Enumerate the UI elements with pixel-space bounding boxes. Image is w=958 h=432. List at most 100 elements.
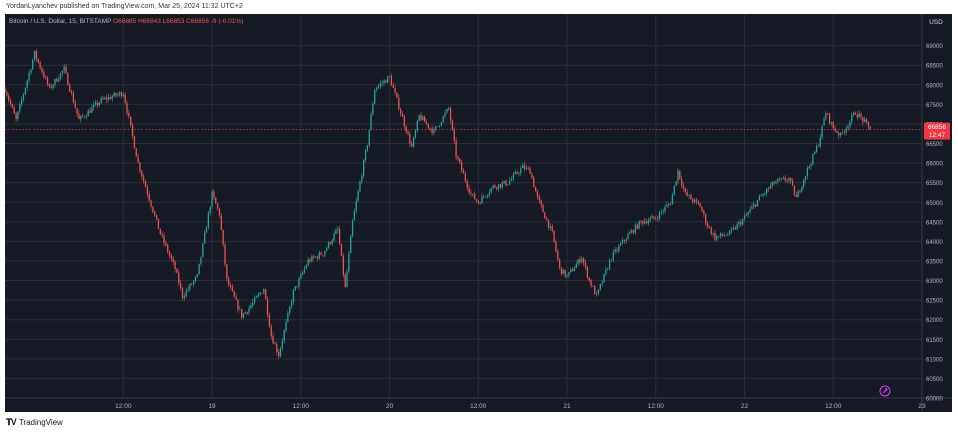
chart-legend: Bitcoin / U.S. Dollar, 15, BITSTAMP O668… — [9, 18, 243, 25]
candle-body — [205, 227, 208, 233]
candle-body — [558, 259, 561, 268]
candle-body — [854, 112, 857, 115]
candle-body — [405, 126, 407, 133]
candle-body — [444, 112, 446, 117]
candle-body — [130, 116, 132, 125]
candle-body — [433, 129, 435, 133]
candle-body — [185, 290, 187, 297]
candle-body — [122, 94, 124, 97]
candle-body — [59, 73, 62, 80]
candle-body — [224, 244, 226, 265]
candle-body — [655, 218, 657, 219]
candle-body — [647, 220, 650, 224]
candle-body — [849, 121, 851, 127]
candle-body — [24, 87, 26, 95]
candle-body — [168, 252, 171, 256]
candle-body — [841, 132, 844, 133]
candle-body — [490, 188, 492, 193]
candle-body — [472, 193, 474, 195]
candle-body — [85, 116, 87, 117]
candle-body — [70, 91, 73, 94]
candle-body — [803, 179, 805, 187]
candle-body — [775, 181, 777, 184]
candle-body — [693, 199, 696, 202]
replay-icon-arrow — [882, 388, 888, 394]
candle-body — [686, 192, 688, 196]
candle-body — [568, 272, 570, 276]
candle-body — [163, 235, 165, 243]
candle-body — [35, 50, 38, 59]
candle-body — [30, 69, 32, 74]
candle-body — [335, 230, 337, 234]
candle-body — [159, 228, 161, 235]
candle-body — [494, 185, 496, 188]
candle-body — [762, 194, 764, 196]
candle-body — [767, 188, 770, 190]
candle-body — [682, 185, 685, 189]
candle-body — [592, 286, 594, 287]
candle-body — [586, 266, 589, 278]
candle-body — [570, 269, 572, 273]
candle-body — [856, 114, 858, 118]
candle-body — [368, 130, 370, 146]
candle-body — [300, 274, 302, 279]
candle-body — [468, 187, 470, 193]
candle-body — [320, 252, 322, 256]
price-axis[interactable]: 60000 60500 61000 61500 62000 62500 63000 63500… — [924, 19, 950, 403]
candle-body — [194, 277, 197, 281]
candle-body — [409, 134, 411, 144]
candle-body — [743, 215, 746, 220]
candle-body — [98, 102, 100, 106]
candle-body — [701, 207, 703, 212]
candle-body — [133, 136, 136, 149]
candle-body — [322, 255, 324, 256]
candle-body — [584, 262, 587, 267]
candle-body — [170, 255, 173, 259]
candle-body — [392, 85, 394, 88]
candle-body — [795, 195, 797, 198]
candle-body — [93, 104, 95, 108]
candle-body — [33, 50, 36, 61]
candle-body — [63, 66, 65, 72]
candlestick-chart[interactable]: 60000 60500 61000 61500 62000 62500 63000 63500… — [5, 14, 952, 412]
candle-body — [583, 258, 585, 263]
y-tick-label: 69000 — [926, 44, 943, 50]
chart-overlays: Bitcoin / U.S. Dollar, 15, BITSTAMP O668… — [5, 18, 922, 397]
candle-body — [497, 184, 500, 189]
candle-body — [363, 160, 365, 176]
candle-body — [353, 210, 356, 221]
candle-body — [729, 230, 731, 235]
x-tick-label: 23 — [918, 403, 926, 410]
candle-body — [525, 167, 528, 169]
candle-body — [268, 314, 271, 327]
footer-brand[interactable]: 𝐓V TradingView — [6, 417, 63, 428]
candle-body — [255, 296, 258, 298]
candle-body — [459, 158, 461, 163]
candle-body — [6, 91, 8, 96]
candle-body — [747, 212, 749, 215]
candle-body — [344, 274, 346, 287]
candle-body — [65, 66, 67, 73]
candle-body — [719, 233, 722, 237]
candle-body — [57, 79, 60, 82]
candle-body — [736, 224, 738, 230]
chart-panel[interactable]: 60000 60500 61000 61500 62000 62500 63000 63500… — [5, 14, 952, 412]
y-tick-label: 62000 — [926, 318, 943, 324]
x-tick-label: 12:00 — [470, 403, 487, 410]
candle-body — [385, 80, 387, 83]
time-axis[interactable]: 12:001912:002012:002112:002212:002312:00… — [115, 403, 952, 410]
y-tick-label: 65000 — [926, 201, 943, 207]
candle-body — [714, 232, 716, 240]
candle-body — [240, 309, 243, 318]
candle-body — [801, 186, 803, 192]
candle-body — [383, 80, 385, 84]
candle-body — [235, 296, 237, 300]
candle-body — [183, 296, 185, 299]
candle-body — [91, 107, 93, 113]
candle-body — [340, 243, 343, 256]
candle-body — [470, 192, 472, 195]
candle-body — [658, 212, 661, 220]
candle-body — [601, 282, 603, 285]
candle-body — [270, 326, 272, 336]
candle-body — [337, 228, 339, 231]
